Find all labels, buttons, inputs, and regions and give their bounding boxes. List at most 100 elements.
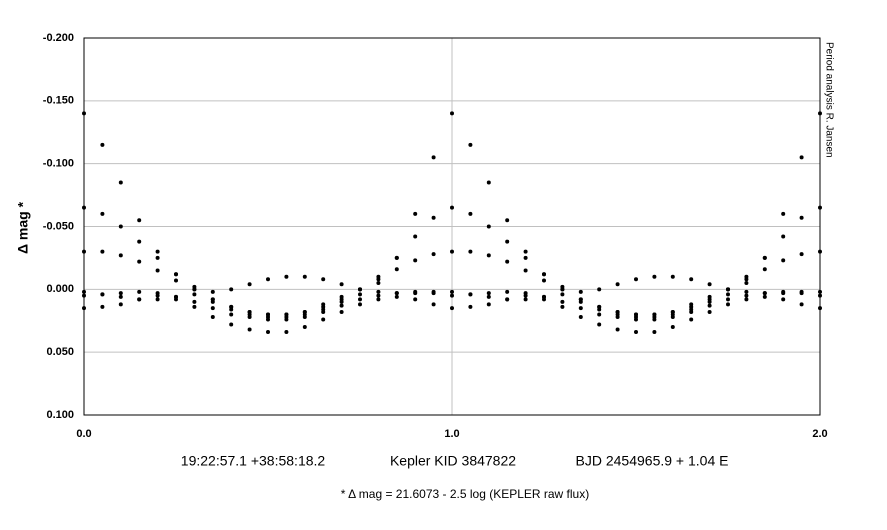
- data-point: [542, 272, 546, 277]
- data-point: [486, 294, 491, 299]
- data-point: [468, 211, 473, 216]
- data-point: [799, 215, 804, 220]
- data-point: [376, 293, 381, 298]
- data-point: [192, 287, 197, 292]
- data-point: [431, 155, 436, 160]
- data-point: [118, 302, 123, 307]
- data-point: [505, 218, 510, 223]
- data-point: [726, 302, 730, 307]
- data-point: [634, 277, 638, 282]
- data-point: [339, 294, 344, 299]
- data-point: [358, 297, 362, 302]
- data-point: [174, 278, 178, 283]
- data-point: [726, 292, 730, 297]
- data-point: [247, 327, 252, 332]
- data-point: [358, 292, 362, 297]
- data-point: [413, 258, 418, 263]
- data-point: [818, 111, 822, 116]
- data-point: [670, 325, 675, 330]
- data-point: [468, 292, 473, 297]
- data-point: [431, 252, 436, 257]
- data-point: [376, 281, 381, 286]
- data-point: [781, 289, 786, 294]
- data-point: [542, 294, 546, 299]
- data-point: [413, 289, 418, 294]
- y-tick-label: -0.050: [43, 220, 74, 232]
- data-point: [762, 294, 767, 299]
- data-point: [578, 297, 583, 302]
- data-point: [413, 211, 418, 216]
- data-point: [486, 224, 491, 229]
- data-point: [486, 291, 491, 296]
- data-point: [689, 277, 694, 282]
- data-point: [634, 330, 638, 335]
- data-point: [394, 267, 399, 272]
- data-point: [450, 306, 454, 311]
- data-point: [799, 155, 804, 160]
- y-tick-label: 0.000: [46, 283, 74, 295]
- data-point: [100, 304, 105, 309]
- data-point: [818, 249, 822, 254]
- data-point: [523, 268, 528, 273]
- data-point: [118, 291, 123, 296]
- data-point: [707, 294, 712, 299]
- data-point: [137, 218, 142, 223]
- data-point: [155, 291, 160, 296]
- data-point: [597, 304, 602, 309]
- data-point: [358, 302, 362, 307]
- data-point: [689, 309, 694, 314]
- data-point: [302, 274, 307, 279]
- data-point: [762, 291, 767, 296]
- data-point: [376, 297, 381, 302]
- data-point: [339, 282, 344, 287]
- data-point: [818, 289, 822, 294]
- data-point: [578, 289, 583, 294]
- data-point: [321, 277, 326, 282]
- data-point: [634, 317, 638, 322]
- data-point: [505, 289, 510, 294]
- data-point: [615, 327, 620, 332]
- data-point: [394, 294, 399, 299]
- data-point: [523, 249, 528, 254]
- data-point: [100, 211, 105, 216]
- data-point: [762, 255, 767, 260]
- x-tick-label: 0.0: [76, 428, 91, 440]
- data-point: [615, 309, 620, 314]
- data-point: [82, 249, 86, 254]
- data-point: [744, 281, 749, 286]
- data-point: [689, 302, 694, 307]
- data-point: [726, 297, 730, 302]
- data-point: [505, 297, 510, 302]
- data-point: [707, 303, 712, 308]
- data-point: [634, 312, 638, 317]
- data-point: [450, 289, 454, 294]
- ephemeris: BJD 2454965.9 + 1.04 E: [576, 453, 729, 469]
- data-point: [431, 215, 436, 220]
- side-note: Period analysis R. Jansen: [823, 42, 834, 158]
- data-point: [339, 309, 344, 314]
- data-point: [229, 304, 234, 309]
- data-point: [137, 297, 142, 302]
- data-point: [118, 294, 123, 299]
- data-point: [210, 289, 215, 294]
- data-point: [744, 277, 749, 282]
- coordinates: 19:22:57.1 +38:58:18.2: [181, 453, 326, 469]
- y-tick-label: -0.200: [43, 32, 74, 44]
- data-point: [468, 142, 473, 147]
- y-axis-label: Δ mag *: [15, 201, 31, 254]
- data-point: [560, 304, 565, 309]
- data-point: [394, 291, 399, 296]
- data-point: [137, 239, 142, 244]
- data-point: [284, 317, 289, 322]
- data-point: [652, 317, 657, 322]
- data-point: [118, 253, 123, 258]
- data-point: [210, 297, 215, 302]
- data-point: [781, 297, 786, 302]
- data-point: [118, 180, 123, 185]
- data-point: [578, 314, 583, 319]
- data-point: [468, 304, 473, 309]
- data-point: [155, 249, 160, 254]
- data-point: [762, 267, 767, 272]
- y-tick-label: -0.100: [43, 158, 74, 170]
